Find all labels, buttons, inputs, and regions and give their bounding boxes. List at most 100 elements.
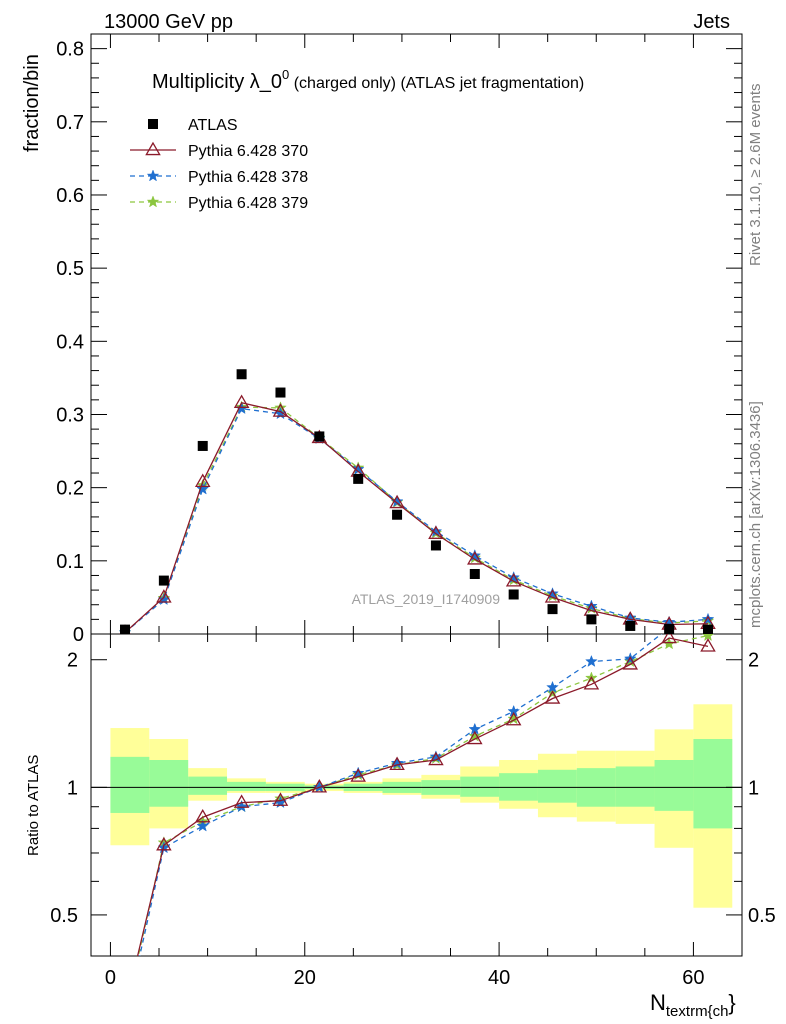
data-point [467, 551, 483, 565]
stat-uncertainty-band [149, 760, 189, 807]
data-point [468, 548, 482, 562]
legend: ATLAS Pythia 6.428 370 Pythia 6.428 378 Pyt… [130, 117, 308, 212]
ratio-point [156, 836, 172, 851]
ratio-point [507, 712, 521, 725]
atlas-data-point [314, 431, 325, 442]
atlas-data-point [197, 440, 208, 451]
header-left: 13000 GeV pp [104, 11, 233, 33]
data-point [389, 494, 405, 509]
legend-label: Pythia 6.428 370 [188, 143, 308, 160]
data-point [701, 612, 715, 625]
x-axis-label: Ntextrm{ch} [650, 990, 736, 1020]
y-tick-label: 0 [73, 624, 84, 646]
data-point [428, 525, 444, 539]
x-tick-label: 40 [488, 967, 510, 989]
atlas-data-point [353, 473, 364, 484]
atlas-data-point [430, 540, 441, 551]
atlas-data-point [392, 509, 403, 520]
ratio-point [700, 638, 716, 652]
ratio-point [544, 690, 561, 704]
ratio-point [233, 794, 250, 808]
chart-title: Multiplicity λ_00 (charged only) (ATLAS … [152, 67, 584, 93]
y-tick-label: 0.8 [56, 39, 84, 61]
ratio-y-axis-label: Ratio to ATLAS [25, 755, 42, 856]
atlas-data-point [702, 624, 713, 634]
ratio-tick-label-right: 0.5 [748, 905, 776, 927]
ratio-point [585, 654, 598, 667]
ratio-plot-frame [90, 633, 743, 957]
atlas-data-point [275, 387, 286, 398]
atlas-data-point [508, 589, 519, 600]
legend-label: Pythia 6.428 378 [188, 169, 308, 186]
data-point [505, 573, 522, 587]
y-tick-label: 0.5 [56, 258, 84, 280]
ratio-point [583, 676, 600, 690]
ratio-tick-label-right: 2 [748, 650, 759, 672]
data-point [507, 570, 521, 584]
x-tick-label: 0 [105, 967, 116, 989]
ratio-point [702, 634, 714, 642]
ratio-point [272, 792, 289, 806]
stat-uncertainty-band [110, 756, 150, 813]
stat-uncertainty-band [460, 776, 500, 797]
y-tick-label: 0.2 [56, 478, 84, 500]
atlas-data-point [158, 575, 169, 586]
y-axis-label: fraction/bin [21, 54, 43, 152]
data-point [544, 589, 561, 603]
ratio-point [661, 634, 677, 644]
x-tick-label: 60 [682, 967, 704, 989]
data-point [196, 482, 210, 495]
header-right: Jets [693, 11, 730, 33]
data-point [233, 394, 250, 408]
rivet-label: Rivet 3.1.10, ≥ 2.6M events [747, 84, 764, 267]
ratio-point [505, 711, 522, 726]
ratio-tick-label-left: 2 [67, 650, 78, 672]
y-tick-label: 0.3 [56, 404, 84, 426]
mcplots-label: mcplots.cern.ch [arXiv:1306.3436] [747, 401, 764, 628]
ratio-point [311, 779, 328, 793]
y-tick-label: 0.4 [56, 331, 84, 353]
ratio-point [119, 1016, 130, 1024]
ratio-point [350, 768, 366, 782]
ratio-point [622, 656, 639, 670]
ratio-point [467, 730, 483, 745]
atlas-data-point [236, 369, 247, 380]
stat-uncertainty-band [188, 776, 228, 795]
atlas-data-point [120, 624, 131, 634]
atlas-data-point [469, 569, 480, 579]
ratio-point [119, 1009, 130, 1020]
atlas-data-point [586, 614, 597, 625]
ratio-point [389, 756, 405, 771]
data-point [546, 587, 559, 600]
legend-marker [146, 169, 160, 182]
ratio-tick-label-left: 0.5 [50, 905, 78, 927]
data-point [585, 599, 598, 612]
ratio-series-line [137, 634, 709, 956]
stat-uncertainty-band [537, 769, 577, 803]
series-line [124, 402, 709, 634]
y-tick-label: 0.7 [56, 112, 84, 134]
data-point [156, 589, 172, 603]
atlas-data-point [625, 620, 636, 631]
data-point [194, 473, 211, 488]
ratio-point [351, 766, 365, 779]
atlas-data-point [664, 623, 675, 634]
x-tick-label: 20 [294, 967, 316, 989]
legend-label: ATLAS [188, 117, 238, 134]
ratio-point [390, 756, 404, 769]
y-tick-label: 0.6 [56, 185, 84, 207]
stat-uncertainty-band [227, 781, 266, 792]
legend-marker [148, 119, 158, 129]
ratio-point [546, 680, 559, 693]
ratio-series-line [139, 634, 663, 956]
ratio-point [118, 1002, 131, 1014]
ratio-point [196, 819, 210, 832]
data-point [623, 611, 637, 624]
stat-uncertainty-band [615, 766, 655, 807]
ratio-point [194, 808, 211, 823]
legend-label: Pythia 6.428 379 [188, 195, 308, 212]
ratio-tick-label-right: 1 [748, 777, 759, 799]
y-tick-label: 0.1 [56, 551, 84, 573]
ratio-series-line [136, 637, 709, 956]
